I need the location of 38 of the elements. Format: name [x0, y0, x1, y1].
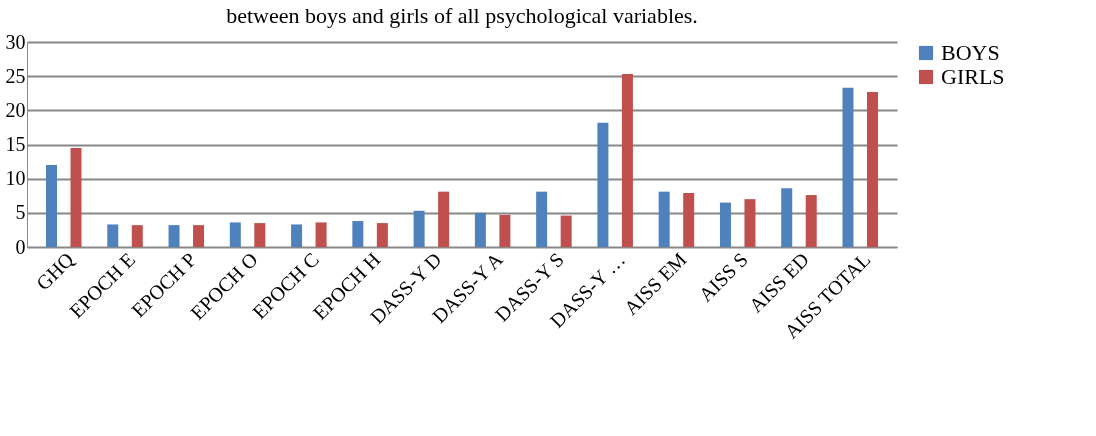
- bar: [70, 147, 82, 247]
- chart-title: between boys and girls of all psychological variables.: [226, 3, 698, 28]
- bar: [560, 215, 572, 247]
- bar: [621, 74, 633, 247]
- bar: [193, 225, 205, 247]
- bar: [474, 212, 486, 247]
- bar: [229, 222, 241, 247]
- bar: [376, 223, 388, 247]
- bar: [536, 191, 548, 247]
- bar: [46, 165, 58, 247]
- legend-label: GIRLS: [941, 64, 1005, 89]
- bar: [499, 214, 511, 247]
- y-tick-label: 10: [5, 167, 26, 190]
- bar: [315, 222, 327, 247]
- bar: [413, 210, 425, 247]
- bar: [291, 224, 303, 247]
- y-tick-label: 0: [15, 235, 26, 258]
- bar: [866, 91, 878, 247]
- y-tick-label: 25: [5, 64, 26, 87]
- y-tick-label: 15: [5, 133, 26, 155]
- bar: [168, 225, 180, 247]
- bar: [107, 224, 119, 247]
- bar: [131, 225, 143, 247]
- y-tick-label: 20: [5, 98, 26, 121]
- bar: [744, 199, 756, 247]
- y-tick-label: 30: [5, 30, 26, 53]
- bar: [781, 188, 793, 247]
- bar: [254, 223, 266, 247]
- bar: [597, 122, 609, 247]
- bar: [719, 202, 731, 247]
- y-tick-label: 5: [15, 201, 26, 224]
- bar: [658, 191, 670, 247]
- bar: [805, 195, 817, 247]
- bar: [352, 221, 364, 247]
- legend-label: BOYS: [941, 40, 1000, 65]
- bar: [438, 191, 450, 247]
- bar: [683, 193, 695, 247]
- bar: [842, 87, 854, 247]
